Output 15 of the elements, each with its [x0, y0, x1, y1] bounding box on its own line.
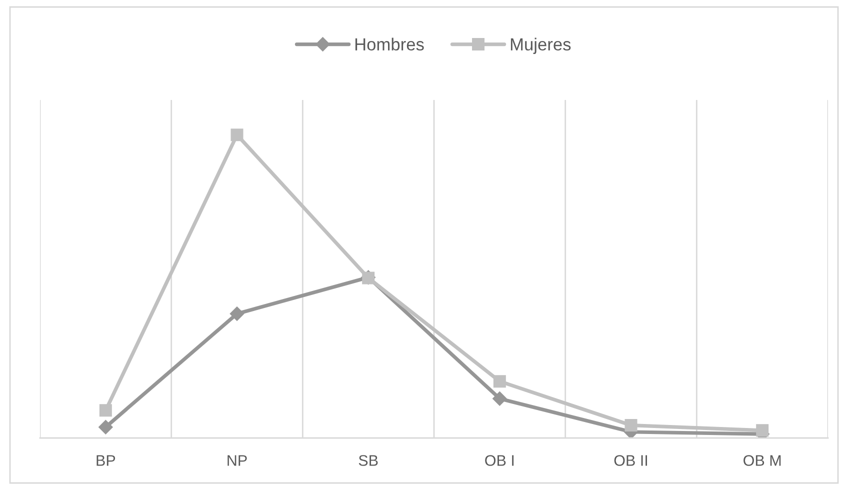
point — [624, 419, 638, 432]
point — [230, 306, 244, 321]
x-tick-label: OB M — [744, 455, 781, 466]
x-tick-label: BP — [96, 455, 116, 466]
legend-label: Hombres — [355, 38, 424, 51]
x-tick-label: NP — [228, 455, 247, 466]
point — [98, 420, 113, 434]
x-tick-label: SB — [358, 455, 378, 466]
x-tick-label: OB I — [485, 455, 514, 466]
point — [492, 392, 507, 406]
point — [493, 375, 506, 388]
legend-label: Mujeres — [510, 38, 571, 54]
point — [99, 404, 112, 417]
x-tick-label: OB II — [614, 455, 647, 466]
point — [230, 128, 244, 142]
